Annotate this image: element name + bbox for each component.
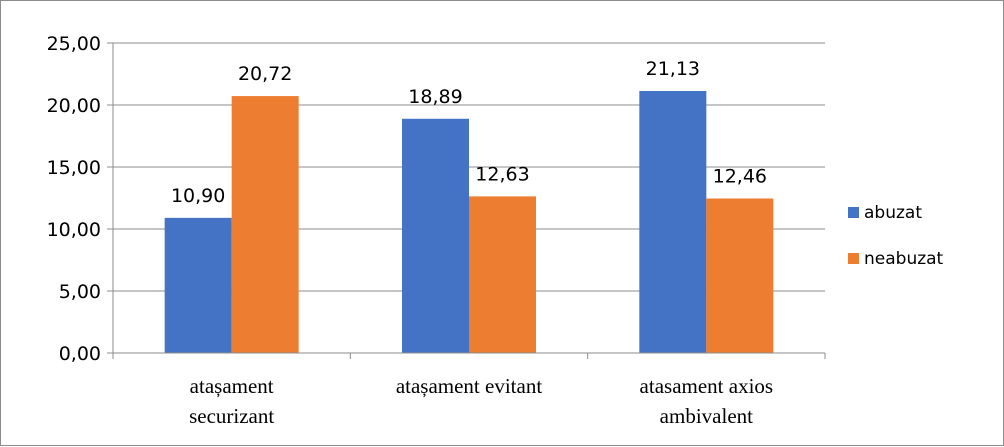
data-label: 12,63 [475, 163, 529, 185]
data-label: 12,46 [713, 165, 767, 187]
x-category-label: securizant [189, 404, 274, 428]
data-labels: 10,90 20,72 18,89 12,63 21,13 12,46 [171, 58, 767, 207]
legend-swatch-abuzat [848, 207, 859, 218]
data-label: 10,90 [171, 185, 225, 207]
bar-neabuzat [231, 96, 299, 354]
data-label: 20,72 [238, 63, 292, 85]
legend-swatch-neabuzat [848, 253, 859, 264]
category-labels: atașament securizant atașament evitant atas… [189, 374, 773, 428]
bar-abuzat [164, 217, 232, 353]
x-axis [112, 43, 826, 359]
bar-neabuzat [469, 196, 536, 353]
y-tick-label: 10,00 [47, 219, 101, 241]
y-axis-ticks: 0,00 5,00 10,00 15,00 20,00 25,00 [47, 33, 113, 365]
legend: abuzat neabuzat [848, 203, 944, 269]
y-tick-label: 5,00 [59, 281, 101, 303]
bars [164, 90, 774, 354]
x-category-label: atașament evitant [396, 374, 543, 398]
y-tick-label: 15,00 [47, 157, 101, 179]
data-label: 18,89 [408, 86, 462, 108]
x-category-label: atașament [190, 374, 274, 398]
bar-neabuzat [706, 198, 774, 353]
y-tick-label: 25,00 [47, 33, 101, 55]
y-tick-label: 20,00 [47, 95, 101, 117]
legend-label: abuzat [864, 203, 922, 223]
bar-abuzat [402, 118, 469, 353]
data-label: 21,13 [646, 58, 700, 80]
y-tick-label: 0,00 [59, 343, 101, 365]
legend-label: neabuzat [864, 249, 944, 269]
x-category-label: ambivalent [660, 404, 753, 428]
bar-abuzat [639, 90, 707, 353]
x-category-label: atasament axios [640, 374, 774, 398]
